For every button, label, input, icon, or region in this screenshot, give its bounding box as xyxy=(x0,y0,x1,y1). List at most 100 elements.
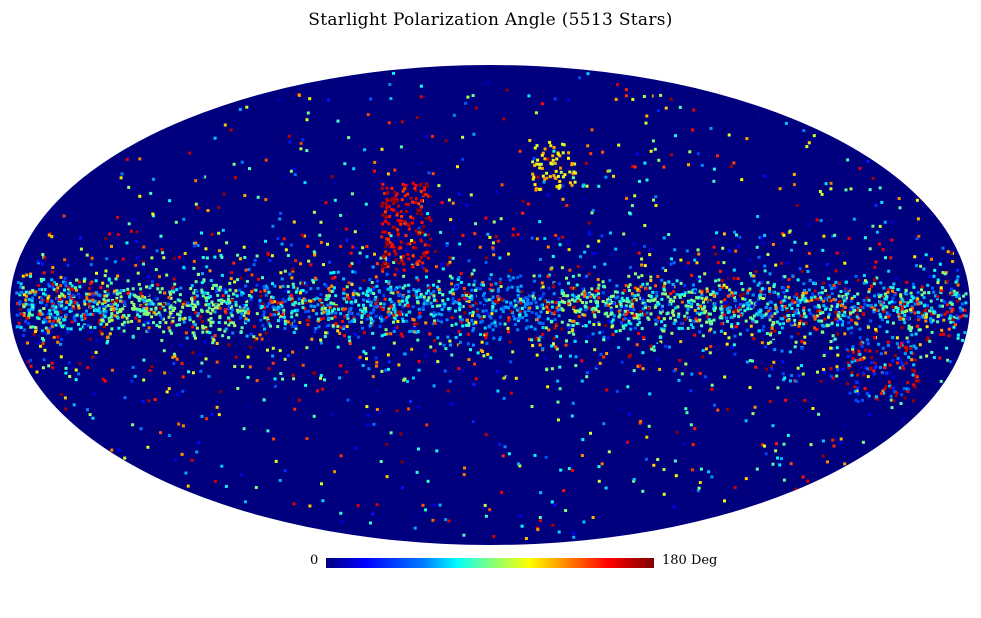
star-point xyxy=(326,316,330,320)
star-point xyxy=(637,289,641,293)
star-point xyxy=(540,288,544,292)
star-point xyxy=(64,284,68,288)
star-point xyxy=(632,243,636,246)
star-point xyxy=(847,363,851,367)
star-point xyxy=(21,334,25,337)
star-point xyxy=(31,289,35,292)
star-point xyxy=(311,308,315,312)
star-point xyxy=(534,337,538,341)
star-point xyxy=(573,295,576,299)
star-point xyxy=(395,325,399,329)
star-point xyxy=(191,306,195,310)
star-point xyxy=(148,298,151,302)
star-point xyxy=(717,278,721,282)
star-point xyxy=(906,381,910,385)
star-point xyxy=(623,289,627,293)
star-point xyxy=(587,230,591,234)
star-point xyxy=(51,285,55,289)
star-point xyxy=(698,481,702,484)
star-point xyxy=(88,299,92,303)
star-point xyxy=(962,294,966,298)
star-point xyxy=(558,387,562,391)
star-point xyxy=(568,319,572,322)
star-point xyxy=(615,389,619,393)
star-point xyxy=(423,188,426,192)
star-point xyxy=(507,274,511,278)
star-point xyxy=(580,379,584,383)
star-point xyxy=(756,215,760,218)
star-point xyxy=(255,379,259,383)
star-point xyxy=(729,164,733,168)
star-point xyxy=(374,302,378,306)
star-point xyxy=(78,362,82,366)
star-point xyxy=(213,310,217,314)
star-point xyxy=(822,299,825,303)
star-point xyxy=(913,302,917,306)
star-point xyxy=(801,314,805,318)
star-point xyxy=(640,274,644,278)
star-point xyxy=(448,256,452,260)
star-point xyxy=(253,339,257,343)
star-point xyxy=(628,317,632,321)
star-point xyxy=(372,308,376,312)
star-point xyxy=(727,133,731,137)
star-point xyxy=(414,229,418,233)
star-point xyxy=(399,210,403,213)
star-point xyxy=(264,239,267,243)
star-point xyxy=(409,399,413,403)
star-point xyxy=(750,305,754,309)
star-point xyxy=(783,305,787,309)
star-point xyxy=(887,380,891,384)
star-point xyxy=(662,317,666,321)
star-point xyxy=(946,358,950,362)
star-point xyxy=(89,306,93,310)
star-point xyxy=(381,230,385,234)
star-point xyxy=(862,373,866,377)
star-point xyxy=(22,314,26,317)
star-point xyxy=(319,374,323,377)
star-point xyxy=(696,277,700,281)
star-point xyxy=(490,322,494,326)
star-point xyxy=(680,372,684,376)
star-point xyxy=(488,508,492,512)
star-point xyxy=(347,335,351,339)
star-point xyxy=(46,288,50,292)
star-point xyxy=(131,365,135,369)
star-point xyxy=(922,296,926,300)
star-point xyxy=(836,303,840,307)
star-point xyxy=(330,175,334,179)
star-point xyxy=(173,282,177,286)
star-point xyxy=(340,520,344,524)
star-point xyxy=(874,203,878,207)
star-point xyxy=(420,199,423,203)
star-point xyxy=(433,321,437,325)
star-point xyxy=(527,294,531,298)
star-point xyxy=(493,319,497,323)
star-point xyxy=(128,295,131,299)
star-point xyxy=(146,445,150,449)
star-point xyxy=(438,342,442,346)
star-point xyxy=(334,294,338,298)
star-point xyxy=(535,237,539,241)
star-point xyxy=(249,332,253,336)
star-point xyxy=(203,175,207,179)
star-point xyxy=(319,240,323,244)
star-point xyxy=(767,315,771,319)
star-point xyxy=(631,97,635,101)
star-point xyxy=(450,353,454,357)
star-point xyxy=(769,340,773,344)
star-point xyxy=(47,282,51,286)
star-point xyxy=(62,214,66,218)
star-point xyxy=(433,298,436,302)
star-point xyxy=(520,290,524,294)
star-point xyxy=(121,307,125,311)
star-point xyxy=(143,310,147,314)
star-point xyxy=(109,303,113,307)
star-point xyxy=(193,230,197,234)
star-point xyxy=(884,384,888,388)
star-point xyxy=(736,277,740,280)
star-point xyxy=(297,297,301,301)
star-point xyxy=(47,284,51,288)
star-point xyxy=(462,287,466,290)
star-point xyxy=(489,395,493,399)
